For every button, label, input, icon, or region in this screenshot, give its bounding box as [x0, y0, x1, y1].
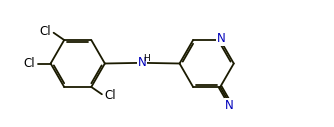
Text: Cl: Cl [24, 57, 35, 70]
Text: N: N [216, 32, 225, 45]
Text: N: N [225, 99, 234, 112]
Text: N: N [138, 56, 147, 69]
Text: Cl: Cl [39, 25, 51, 38]
Text: Cl: Cl [105, 89, 116, 102]
Text: H: H [143, 54, 150, 63]
